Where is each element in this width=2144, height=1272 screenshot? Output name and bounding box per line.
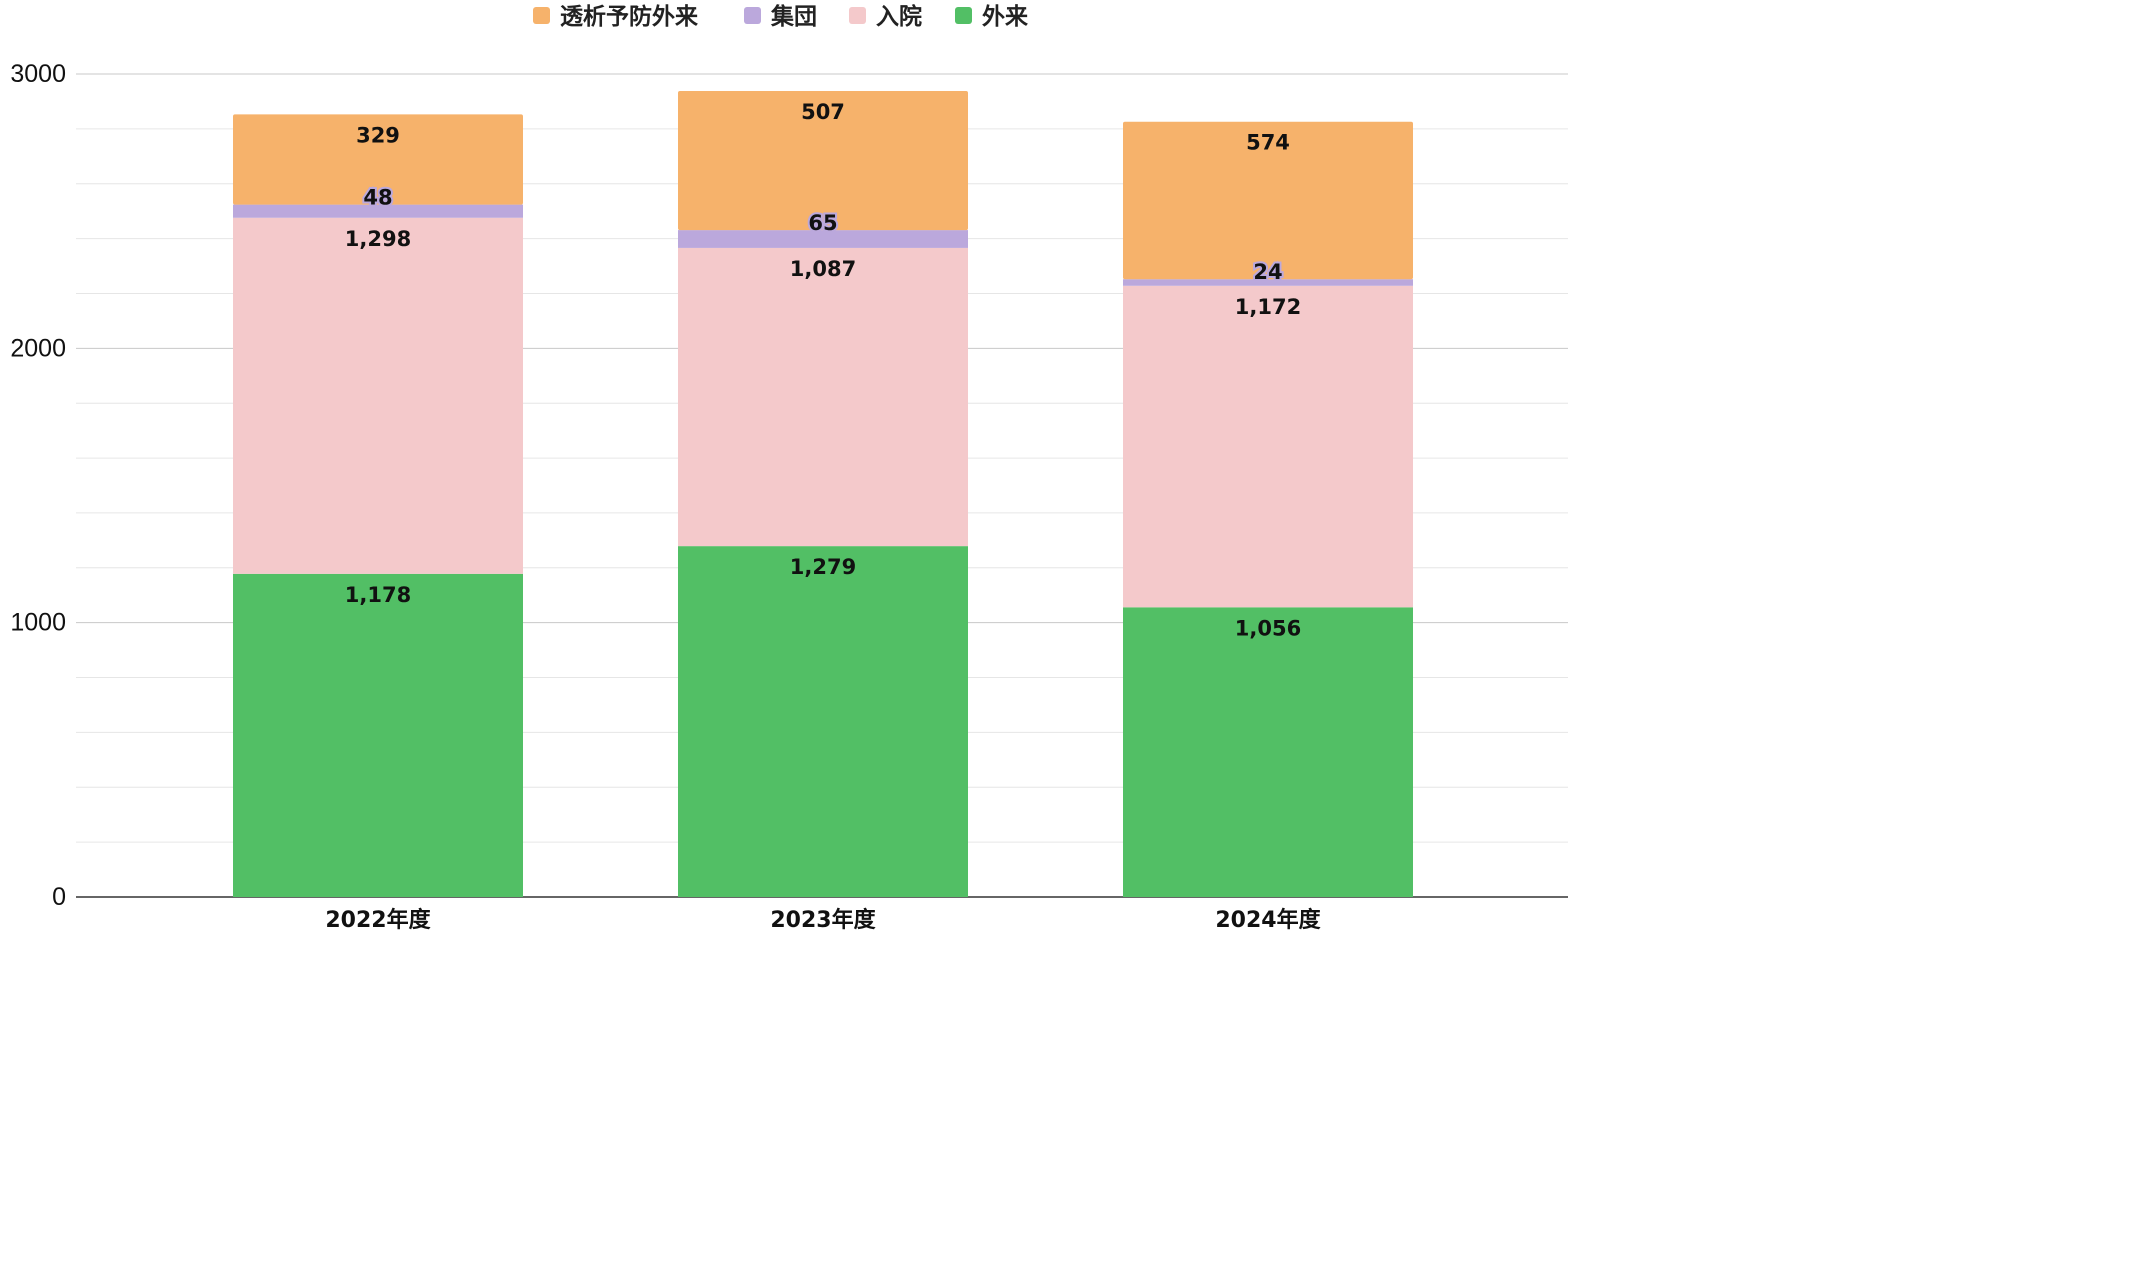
bar-segment-入院 <box>678 247 968 547</box>
legend-label: 集団 <box>770 3 817 30</box>
data-label: 507 <box>801 100 845 124</box>
data-label: 1,172 <box>1235 295 1301 319</box>
legend: 透析予防外来 集団 入院 外来 <box>533 3 1029 30</box>
stacked-bar-chart: 0 1000 2000 3000 1,178 1,298 48 329 1,279 1,087 6… <box>10 3 1568 933</box>
data-label: 1,178 <box>345 583 411 607</box>
bar-segment-集団 <box>233 204 523 218</box>
bar-segment-外来 <box>1123 607 1413 897</box>
bar-segment-外来 <box>233 573 523 897</box>
data-label: 574 <box>1246 131 1290 155</box>
data-label: 1,087 <box>790 257 856 281</box>
bars <box>233 91 1413 897</box>
bar-segment-集団 <box>1123 279 1413 286</box>
bar-segment-入院 <box>1123 285 1413 608</box>
x-tick-label: 2022年度 <box>325 907 431 933</box>
y-tick-label: 2000 <box>10 334 66 362</box>
legend-label: 外来 <box>982 3 1029 30</box>
legend-item: 入院 <box>849 3 922 30</box>
data-labels: 1,178 1,298 48 329 1,279 1,087 65 507 1,056 1,172… <box>345 100 1301 640</box>
data-label: 24 <box>1253 260 1282 284</box>
x-tick-label: 2023年度 <box>770 907 876 933</box>
data-label: 329 <box>356 123 400 147</box>
legend-swatch <box>533 7 550 24</box>
x-axis-ticks: 2022年度 2023年度 2024年度 <box>325 907 1321 933</box>
data-label: 1,056 <box>1235 616 1301 640</box>
legend-item: 外来 <box>955 3 1029 30</box>
y-tick-label: 1000 <box>10 609 66 637</box>
bar-segment-透析予防外来 <box>233 114 523 205</box>
legend-item: 集団 <box>744 3 817 30</box>
bar-segment-透析予防外来 <box>1123 121 1413 280</box>
data-label: 48 <box>363 186 392 210</box>
bar-segment-集団 <box>678 230 968 248</box>
legend-label: 入院 <box>876 3 922 30</box>
y-tick-label: 0 <box>52 883 66 911</box>
y-tick-label: 3000 <box>10 60 66 88</box>
legend-swatch <box>744 7 761 24</box>
bar-segment-透析予防外来 <box>678 91 968 231</box>
legend-label: 透析予防外来 <box>560 3 699 30</box>
data-label: 1,298 <box>345 227 411 251</box>
legend-item: 透析予防外来 <box>533 3 699 30</box>
data-label: 65 <box>808 211 837 235</box>
legend-swatch <box>849 7 866 24</box>
bar-segment-入院 <box>233 217 523 574</box>
bar-segment-外来 <box>678 546 968 897</box>
data-label: 1,279 <box>790 555 856 579</box>
legend-swatch <box>955 7 972 24</box>
y-axis-ticks: 0 1000 2000 3000 <box>10 60 66 911</box>
x-tick-label: 2024年度 <box>1215 907 1321 933</box>
